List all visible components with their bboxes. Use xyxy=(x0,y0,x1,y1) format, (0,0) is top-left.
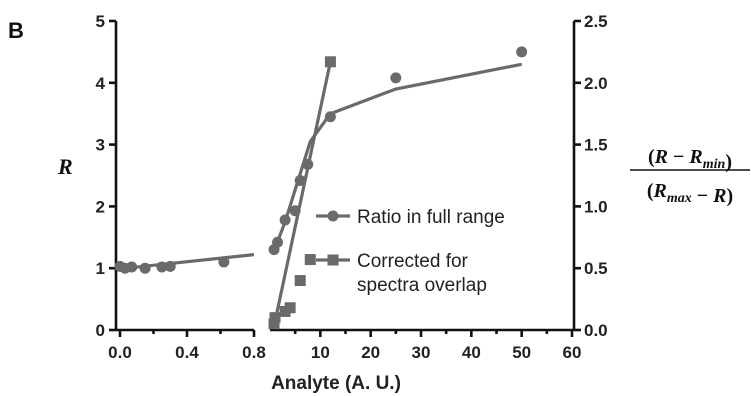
corrected-point xyxy=(294,275,306,287)
ratio-point xyxy=(516,46,528,58)
left-y-tick-label: 3 xyxy=(96,136,105,155)
left-y-tick-label: 5 xyxy=(96,12,105,31)
x-tick-label: 30 xyxy=(412,343,431,362)
x-tick-label: 0.8 xyxy=(242,343,266,362)
legend-label-ratio: Ratio in full range xyxy=(357,207,505,228)
left-y-tick-label: 0 xyxy=(96,321,105,340)
x-tick-label: 10 xyxy=(311,343,330,362)
series-layer xyxy=(114,46,528,330)
axes: 0 1 2 3 4 5 0.0 0.5 1.0 1.5 2.0 2.5 0.0 0.4 0.8 10 20 30 4… xyxy=(96,12,608,362)
ratio-point xyxy=(139,262,151,274)
right-y-tick-label: 2.0 xyxy=(584,74,608,93)
legend-label-corrected: Corrected for spectra overlap xyxy=(357,251,487,296)
corrected-point xyxy=(269,312,281,324)
right-y-tick-label: 0.5 xyxy=(584,259,608,278)
right-y-tick-label: 1.0 xyxy=(584,197,608,216)
corrected-point xyxy=(304,254,316,266)
panel-label: B xyxy=(8,18,24,43)
x-axis-title: Analyte (A. U.) xyxy=(271,373,401,394)
legend-circle-marker xyxy=(327,210,339,222)
ratio-point xyxy=(390,72,402,84)
left-y-tick-label: 1 xyxy=(96,259,105,278)
ratio-point xyxy=(324,111,336,123)
corrected-point xyxy=(268,318,280,330)
legend-square-marker xyxy=(327,254,339,266)
x-tick-label: 40 xyxy=(462,343,481,362)
right-y-axis-denominator: (Rmax − R) xyxy=(647,180,733,207)
x-tick-label: 50 xyxy=(512,343,531,362)
right-y-axis-title: (R − Rmin) (Rmax − R) xyxy=(630,146,750,207)
ratio-point xyxy=(279,214,291,226)
corrected-fit-line xyxy=(272,61,332,327)
x-tick-label: 0.0 xyxy=(108,343,132,362)
ratio-point xyxy=(164,260,176,272)
right-y-axis-numerator: (R − Rmin) xyxy=(648,146,732,173)
left-y-axis-title: R xyxy=(57,154,73,179)
x-tick-label: 60 xyxy=(563,343,582,362)
ratio-point xyxy=(272,236,284,248)
corrected-point xyxy=(284,302,296,314)
left-y-tick-label: 4 xyxy=(96,74,106,93)
legend-entry-ratio: Ratio in full range xyxy=(316,207,505,228)
right-y-tick-label: 1.5 xyxy=(584,136,608,155)
ratio-point xyxy=(156,261,168,273)
corrected-point xyxy=(324,56,336,68)
x-tick-label: 0.4 xyxy=(175,343,199,362)
ratio-point xyxy=(218,256,230,268)
legend: Ratio in full range Corrected for spectra … xyxy=(316,207,505,296)
legend-entry-corrected: Corrected for spectra overlap xyxy=(316,251,487,296)
right-y-tick-label: 0.0 xyxy=(584,321,608,340)
ratio-point xyxy=(126,261,138,273)
right-y-tick-label: 2.5 xyxy=(584,12,608,31)
left-y-tick-label: 2 xyxy=(96,197,105,216)
ratio-fit-line-segment-2 xyxy=(272,62,523,252)
x-tick-label: 20 xyxy=(361,343,380,362)
